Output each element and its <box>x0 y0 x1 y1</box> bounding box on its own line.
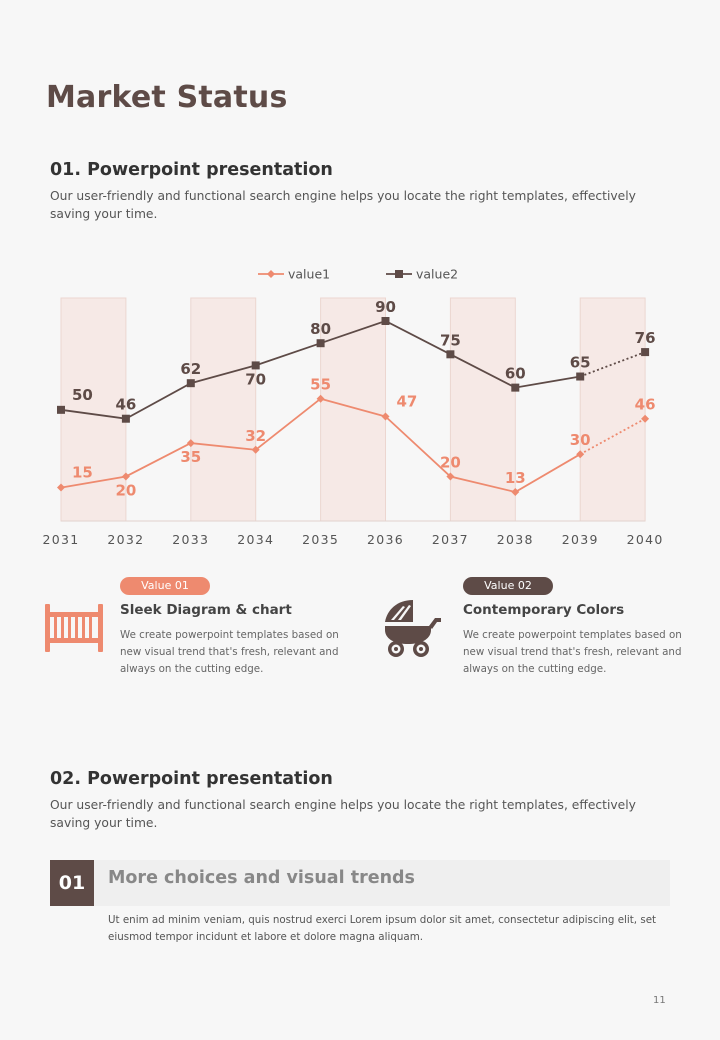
value-01-pill: Value 01 <box>120 577 210 595</box>
data-label: 60 <box>505 365 526 383</box>
data-point <box>381 317 390 325</box>
data-label: 62 <box>180 360 201 378</box>
data-label: 55 <box>310 376 331 394</box>
feature-band <box>50 860 670 906</box>
data-label: 47 <box>397 392 418 410</box>
baby-stroller-icon <box>383 600 443 662</box>
data-label: 46 <box>115 396 136 414</box>
data-label: 20 <box>115 481 136 499</box>
series-line-dotted <box>579 417 646 456</box>
data-point <box>511 488 520 496</box>
data-label: 70 <box>245 370 266 388</box>
data-point <box>57 405 65 414</box>
legend-marker <box>267 270 275 278</box>
feature-number: 01 <box>50 860 94 906</box>
data-point <box>576 450 585 459</box>
page-title: Market Status <box>46 80 288 115</box>
data-point <box>641 348 650 357</box>
data-label: 30 <box>570 431 591 449</box>
value-02-pill: Value 02 <box>463 577 553 595</box>
data-point <box>251 445 260 454</box>
legend-marker <box>395 270 403 278</box>
shaded-column <box>449 297 516 522</box>
data-point <box>511 383 520 392</box>
card-1-text: We create powerpoint templates based on … <box>120 629 339 675</box>
shaded-column <box>579 297 646 522</box>
data-label: 35 <box>180 448 201 466</box>
x-tick-label: 2031 <box>42 532 79 547</box>
data-label: 46 <box>635 396 656 414</box>
card-2-text: We create powerpoint templates based on … <box>463 629 682 675</box>
data-point <box>381 412 390 421</box>
crib-icon <box>45 604 103 656</box>
data-point <box>446 472 455 481</box>
data-label: 90 <box>375 298 396 316</box>
x-tick-label: 2033 <box>172 532 209 547</box>
data-point <box>251 361 260 370</box>
data-label: 80 <box>310 320 331 338</box>
data-point <box>316 339 325 348</box>
page-number: 11 <box>653 995 666 1006</box>
x-tick-label: 2039 <box>562 532 599 547</box>
section-1-description: Our user-friendly and functional search … <box>50 189 636 221</box>
data-point <box>316 394 325 403</box>
x-tick-label: 2035 <box>302 532 339 547</box>
legend-label: value1 <box>288 267 330 282</box>
data-point <box>57 483 65 492</box>
line-chart: 2031 2032 2033 2034 2035 2036 2037 2038 2039 2040… <box>42 267 664 548</box>
shaded-column <box>320 297 387 522</box>
card-2-title: Contemporary Colors <box>463 602 625 618</box>
data-label: 13 <box>505 469 526 487</box>
x-tick-label: 2040 <box>627 532 664 547</box>
data-label: 76 <box>635 329 656 347</box>
x-tick-label: 2034 <box>237 532 274 547</box>
data-point <box>446 350 455 359</box>
x-tick-label: 2038 <box>497 532 534 547</box>
data-label: 75 <box>440 331 461 349</box>
section-1-title: 01. Powerpoint presentation <box>50 160 333 180</box>
data-label: 32 <box>245 427 266 445</box>
section-2-title: 02. Powerpoint presentation <box>50 769 333 789</box>
shaded-column <box>60 297 127 522</box>
data-point <box>576 372 585 381</box>
data-label: 20 <box>440 453 461 471</box>
feature-title: More choices and visual trends <box>108 868 415 888</box>
card-1-title: Sleek Diagram & chart <box>120 602 292 618</box>
x-tick-label: 2037 <box>432 532 469 547</box>
x-tick-label: 2036 <box>367 532 404 547</box>
data-point <box>121 414 130 423</box>
shaded-column <box>190 297 257 522</box>
x-tick-label: 2032 <box>107 532 144 547</box>
feature-text: Ut enim ad minim veniam, quis nostrud ex… <box>108 914 657 943</box>
data-label: 65 <box>570 354 591 372</box>
data-point <box>641 414 650 423</box>
data-label: 50 <box>72 386 93 404</box>
legend-label: value2 <box>416 267 458 282</box>
data-point <box>186 439 195 448</box>
data-point <box>121 472 130 481</box>
data-point <box>186 379 195 388</box>
section-2-description: Our user-friendly and functional search … <box>50 798 636 830</box>
data-label: 15 <box>72 464 93 482</box>
